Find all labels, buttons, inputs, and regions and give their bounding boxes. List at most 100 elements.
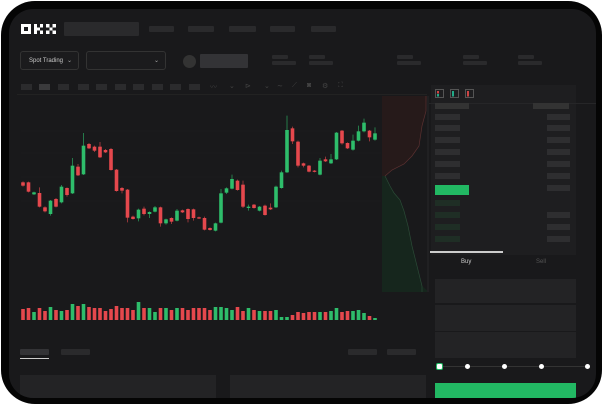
bid-row[interactable] [547, 236, 570, 242]
volume-bar [241, 311, 245, 320]
volume-bar [285, 317, 289, 320]
ask-row[interactable] [547, 137, 570, 143]
ask-row[interactable] [547, 114, 570, 120]
volume-bar [70, 304, 75, 320]
ask-row[interactable] [435, 161, 460, 167]
candle-body [76, 166, 80, 176]
pair-select[interactable]: ⌄ [86, 51, 166, 70]
ask-row[interactable] [547, 173, 570, 179]
depth-bids-line [382, 155, 423, 292]
candle-body [103, 150, 108, 153]
candlestick-chart[interactable] [9, 95, 429, 335]
candle-body [81, 145, 86, 175]
fullscreen-icon[interactable]: ⛶ [338, 82, 343, 89]
market-select[interactable]: Spot Trading ⌄ [20, 51, 79, 70]
slider-stop-100[interactable] [585, 364, 590, 369]
slider-stop-50[interactable] [502, 364, 507, 369]
order-book-view-toggles[interactable] [435, 89, 487, 99]
bid-row[interactable] [547, 224, 570, 230]
volume-bar [268, 311, 273, 320]
amount-input[interactable] [435, 305, 576, 331]
slider-track[interactable] [439, 366, 589, 367]
nav-item[interactable] [311, 26, 336, 32]
indicator-icon[interactable]: 〰 [210, 84, 217, 91]
search-bar[interactable] [64, 22, 139, 36]
draw-icon[interactable]: ⊳ [245, 83, 251, 90]
timeframe-button[interactable] [189, 84, 200, 90]
candle-body [87, 144, 91, 149]
price-display [200, 54, 248, 68]
ask-row[interactable] [435, 125, 460, 131]
volume-bar [235, 307, 240, 320]
tab-open-orders[interactable] [20, 349, 49, 355]
bid-row[interactable] [435, 224, 460, 230]
candle-body [32, 192, 36, 195]
divider [17, 94, 427, 95]
slider-stop-25[interactable] [465, 364, 470, 369]
chevron-down-icon[interactable]: ⌄ [264, 83, 270, 90]
nav-item[interactable] [270, 26, 295, 32]
stat-value [309, 61, 333, 65]
candle-body [191, 209, 196, 218]
volume-bar [296, 312, 300, 320]
volume-bar [120, 308, 124, 320]
buy-submit-button[interactable] [435, 383, 576, 398]
camera-icon[interactable]: ◙ [307, 82, 312, 89]
timeframe-button[interactable] [133, 84, 144, 90]
bid-row[interactable] [435, 212, 460, 218]
total-input[interactable] [435, 332, 576, 358]
nav-item[interactable] [229, 26, 256, 32]
buy-tab[interactable]: Buy [461, 259, 472, 265]
ask-row[interactable] [547, 185, 570, 191]
ask-row[interactable] [435, 137, 460, 143]
timeframe-button[interactable] [96, 84, 107, 90]
candle-body [362, 122, 366, 132]
candle-body [197, 217, 201, 219]
bid-row[interactable] [547, 212, 570, 218]
candle-body [241, 184, 245, 207]
price-input[interactable] [435, 279, 576, 303]
volume-bar [109, 309, 113, 320]
book-header[interactable] [435, 103, 469, 109]
volume-bar [290, 315, 295, 320]
slider-handle[interactable] [436, 363, 443, 370]
timeframe-button[interactable] [115, 84, 126, 90]
timeframe-button[interactable] [21, 84, 32, 90]
book-header[interactable] [533, 103, 569, 109]
settings-icon[interactable]: ⚙ [322, 83, 329, 90]
filter-button[interactable] [387, 349, 416, 355]
stat-label [309, 55, 325, 59]
timeframe-button-active[interactable] [39, 84, 50, 90]
ask-row[interactable] [547, 125, 570, 131]
slider-stop-75[interactable] [539, 364, 544, 369]
volume-bar [169, 310, 174, 320]
volume-bar [252, 310, 256, 320]
bid-row[interactable] [435, 236, 460, 242]
candle-body [351, 140, 355, 150]
candle-body [59, 186, 64, 203]
ask-row[interactable] [435, 114, 460, 120]
line-icon[interactable]: ∼ [277, 83, 283, 90]
timeframe-button[interactable] [170, 84, 181, 90]
nav-item[interactable] [188, 26, 214, 32]
sell-tab[interactable]: Sell [536, 259, 547, 265]
stat-label [518, 55, 534, 59]
nav-item[interactable] [149, 26, 174, 32]
bid-row[interactable] [435, 200, 460, 206]
timeframe-button[interactable] [78, 84, 89, 90]
tab-order-history[interactable] [61, 349, 90, 355]
timeframe-button[interactable] [152, 84, 163, 90]
filter-button[interactable] [348, 349, 377, 355]
timeframe-button[interactable] [58, 84, 69, 90]
volume-bar [142, 308, 146, 320]
volume-bar [180, 308, 185, 320]
chevron-down-icon[interactable]: ⌄ [229, 83, 235, 90]
ask-row[interactable] [435, 149, 460, 155]
stat-value [518, 61, 542, 65]
ask-row[interactable] [547, 161, 570, 167]
ask-row[interactable] [435, 173, 460, 179]
ruler-icon[interactable]: ⟋ [292, 82, 297, 89]
candle-body [318, 160, 322, 175]
ask-row[interactable] [547, 149, 570, 155]
candle-body [180, 210, 185, 213]
